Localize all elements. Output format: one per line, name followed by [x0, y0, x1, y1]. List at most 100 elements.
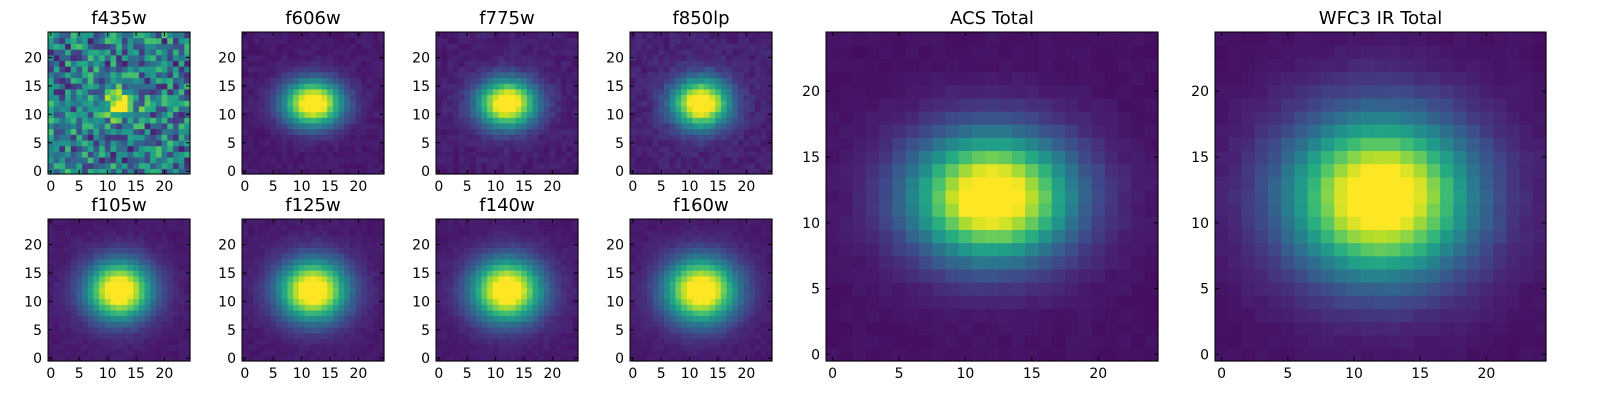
heatmap-cell [532, 253, 539, 260]
heatmap-cell [133, 321, 140, 328]
heatmap-cell [259, 32, 266, 39]
heatmap-cell [93, 258, 100, 266]
heatmap-cell [726, 168, 733, 175]
heatmap-cell [332, 292, 340, 300]
heatmap-cell [555, 264, 562, 271]
heatmap-cell [458, 219, 465, 226]
heatmap-cell [133, 71, 140, 79]
heatmap-cell [366, 287, 374, 294]
heatmap-cell [281, 77, 289, 84]
heatmap-cell [715, 145, 722, 152]
heatmap-cell [65, 241, 72, 248]
heatmap-cell [82, 230, 89, 237]
heatmap-cell [732, 88, 739, 96]
heatmap-cell [458, 355, 465, 362]
heatmap-cell [652, 151, 659, 158]
heatmap-cell [172, 241, 180, 248]
heatmap-cell [338, 219, 345, 226]
heatmap-cell [538, 128, 545, 135]
heatmap-cell [453, 275, 460, 283]
heatmap-cell [543, 236, 551, 243]
heatmap-cell [155, 355, 163, 362]
heatmap-cell [82, 355, 89, 362]
heatmap-cell [509, 287, 517, 294]
heatmap-cell [264, 151, 271, 158]
heatmap-cell [332, 43, 340, 50]
heatmap-cell [327, 77, 334, 84]
heatmap-cell [681, 88, 688, 96]
heatmap-cell [498, 66, 505, 73]
heatmap-cell [447, 292, 454, 300]
heatmap-cell [532, 298, 539, 305]
heatmap-cell [709, 105, 716, 113]
heatmap-cell [652, 94, 659, 101]
heatmap-cell [144, 224, 151, 231]
heatmap-cell [766, 88, 773, 96]
heatmap-cell [48, 304, 55, 311]
heatmap-cell [549, 304, 556, 311]
heatmap-cell [641, 156, 648, 164]
heatmap-cell [749, 321, 756, 328]
heatmap-cell [293, 326, 300, 334]
heatmap-cell [270, 71, 277, 79]
heatmap-cell [99, 60, 106, 67]
heatmap-cell [447, 32, 454, 39]
heatmap-cell [110, 343, 117, 351]
heatmap-cell [93, 83, 100, 90]
heatmap-cell [99, 162, 106, 169]
heatmap-cell [515, 156, 522, 164]
heatmap-cell [492, 236, 500, 243]
heatmap-cell [344, 264, 351, 271]
heatmap-cell [715, 349, 722, 356]
heatmap-cell [521, 298, 528, 305]
y-tick-label: 20 [24, 51, 42, 67]
heatmap-cell [59, 162, 66, 169]
heatmap-cell [532, 32, 539, 39]
heatmap-cell [270, 105, 277, 113]
heatmap-cell [93, 54, 100, 61]
heatmap-cell [498, 258, 505, 266]
heatmap-cell [304, 49, 311, 56]
heatmap-cell [99, 139, 106, 147]
heatmap-cell [144, 230, 151, 237]
heatmap-cell [749, 83, 756, 90]
heatmap-cell [538, 247, 545, 254]
heatmap-cell [549, 162, 556, 169]
y-tick-label: 0 [227, 164, 236, 180]
heatmap-cell [692, 298, 699, 305]
heatmap-cell [121, 258, 129, 266]
heatmap-cell [287, 275, 294, 283]
heatmap-cell [327, 309, 334, 317]
heatmap-cell [321, 117, 328, 124]
heatmap-cell [127, 275, 134, 283]
heatmap-cell [161, 338, 168, 345]
heatmap-cell [259, 315, 266, 322]
heatmap-cell [321, 60, 328, 67]
heatmap-cell [264, 128, 271, 135]
heatmap-cell [344, 304, 351, 311]
heatmap-cell [475, 304, 483, 311]
heatmap-cell [521, 292, 528, 300]
heatmap-cell [555, 88, 562, 96]
heatmap-cell [521, 287, 528, 294]
heatmap-cell [184, 100, 191, 107]
heatmap-cell [726, 66, 733, 73]
heatmap-cell [703, 49, 711, 56]
heatmap-cell [464, 77, 471, 84]
heatmap-cell [104, 247, 112, 254]
heatmap-cell [647, 37, 654, 44]
x-tick-label: 5 [269, 366, 278, 382]
heatmap-cell [487, 145, 494, 152]
heatmap-cell [99, 88, 106, 96]
heatmap-cell [361, 151, 368, 158]
heatmap-cell [161, 264, 168, 271]
heatmap-cell [447, 270, 454, 277]
heatmap-cell [93, 49, 100, 56]
heatmap-cell [453, 287, 460, 294]
heatmap-cell [720, 117, 728, 124]
heatmap-cell [498, 83, 505, 90]
heatmap-cell [76, 241, 83, 248]
heatmap-cell [492, 349, 500, 356]
heatmap-cell [332, 156, 340, 164]
heatmap-cell [344, 219, 351, 226]
